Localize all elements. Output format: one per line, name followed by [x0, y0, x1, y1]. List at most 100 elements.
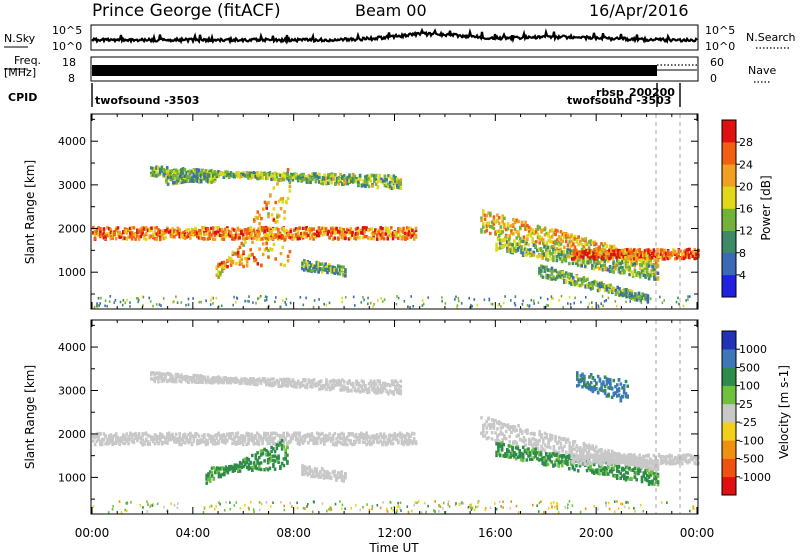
heatmap-cell — [189, 176, 192, 180]
heatmap-cell — [370, 434, 374, 439]
heatmap-cell — [526, 304, 529, 307]
heatmap-cell — [350, 176, 353, 181]
heatmap-cell — [134, 431, 137, 436]
heatmap-cell — [603, 260, 607, 264]
heatmap-cell — [326, 270, 329, 275]
heatmap-cell — [335, 229, 338, 233]
heatmap-cell — [308, 437, 312, 442]
heatmap-cell — [502, 237, 505, 242]
heatmap-cell — [498, 242, 502, 246]
heatmap-cell — [617, 249, 620, 253]
heatmap-cell — [173, 175, 177, 180]
heatmap-cell — [682, 250, 686, 254]
heatmap-cell — [201, 168, 204, 173]
heatmap-cell — [296, 234, 300, 238]
heatmap-cell — [240, 377, 243, 381]
heatmap-cell — [485, 224, 489, 228]
heatmap-cell — [353, 234, 356, 238]
heatmap-cell — [412, 437, 416, 441]
heatmap-cell — [594, 265, 598, 269]
heatmap-cell — [130, 234, 134, 239]
heatmap-cell — [282, 381, 286, 385]
heatmap-cell — [373, 179, 376, 183]
heatmap-cell — [603, 267, 607, 271]
heatmap-cell — [351, 177, 355, 181]
heatmap-cell — [296, 178, 300, 183]
heatmap-cell — [181, 375, 185, 380]
heatmap-cell — [650, 255, 654, 260]
heatmap-cell — [269, 232, 272, 236]
heatmap-cell — [653, 264, 656, 268]
heatmap-cell — [305, 232, 308, 236]
heatmap-cell — [317, 434, 321, 438]
heatmap-cell — [373, 379, 376, 383]
heatmap-cell — [171, 378, 174, 382]
heatmap-cell — [261, 437, 264, 442]
heatmap-cell — [168, 177, 172, 181]
heatmap-cell — [603, 242, 607, 246]
heatmap-cell — [279, 178, 283, 182]
heatmap-cell — [313, 269, 317, 273]
heatmap-cell — [568, 276, 571, 280]
heatmap-cell — [176, 231, 180, 235]
heatmap-cell — [164, 230, 167, 235]
heatmap-cell — [397, 384, 401, 388]
heatmap-cell — [601, 257, 604, 261]
heatmap-cell — [580, 264, 583, 268]
heatmap-cell — [148, 234, 151, 238]
heatmap-cell — [226, 170, 229, 174]
heatmap-cell — [192, 229, 196, 233]
heatmap-cell — [545, 243, 549, 247]
heatmap-cell — [244, 256, 247, 261]
heatmap-cell — [574, 248, 578, 252]
heatmap-cell — [294, 232, 298, 237]
heatmap-cell — [555, 255, 559, 259]
power-colorbar-label: Power [dB] — [759, 175, 773, 240]
heatmap-cell — [215, 231, 218, 235]
heatmap-cell — [524, 224, 527, 228]
heatmap-cell — [326, 475, 329, 480]
heatmap-cell — [259, 380, 263, 384]
heatmap-cell — [176, 374, 180, 378]
heatmap-cell — [245, 264, 249, 268]
heatmap-cell — [353, 174, 357, 178]
heatmap-cell — [520, 220, 524, 224]
heatmap-cell — [635, 261, 639, 266]
heatmap-cell — [159, 230, 162, 234]
heatmap-cell — [363, 440, 367, 444]
heatmap-cell — [222, 260, 226, 265]
heatmap-cell — [552, 232, 556, 236]
heatmap-cell — [271, 431, 275, 435]
heatmap-cell — [514, 295, 517, 298]
heatmap-cell — [358, 383, 362, 388]
heatmap-cell — [281, 245, 285, 250]
heatmap-cell — [196, 176, 199, 180]
heatmap-cell — [543, 227, 547, 232]
heatmap-cell — [254, 258, 258, 262]
heatmap-cell — [243, 439, 247, 443]
heatmap-cell — [197, 378, 201, 383]
heatmap-cell — [520, 429, 524, 434]
heatmap-cell — [649, 249, 652, 253]
heatmap-cell — [532, 253, 536, 257]
heatmap-cell — [132, 226, 136, 230]
freq-panel-frame — [90, 56, 699, 82]
heatmap-cell — [150, 166, 153, 170]
heatmap-cell — [219, 171, 222, 176]
heatmap-cell — [204, 174, 208, 178]
heatmap-cell — [134, 436, 137, 440]
heatmap-cell — [562, 257, 566, 262]
heatmap-cell — [206, 233, 210, 237]
heatmap-cell — [615, 258, 619, 263]
heatmap-cell — [171, 226, 174, 231]
heatmap-cell — [317, 261, 320, 265]
heatmap-cell — [568, 240, 571, 244]
heatmap-cell — [621, 268, 624, 272]
heatmap-cell — [518, 245, 521, 249]
y-tick-label: 3000 — [58, 179, 86, 192]
heatmap-cell — [608, 248, 611, 253]
heatmap-cell — [217, 230, 220, 234]
heatmap-cell — [647, 277, 651, 281]
heatmap-cell — [586, 254, 590, 258]
